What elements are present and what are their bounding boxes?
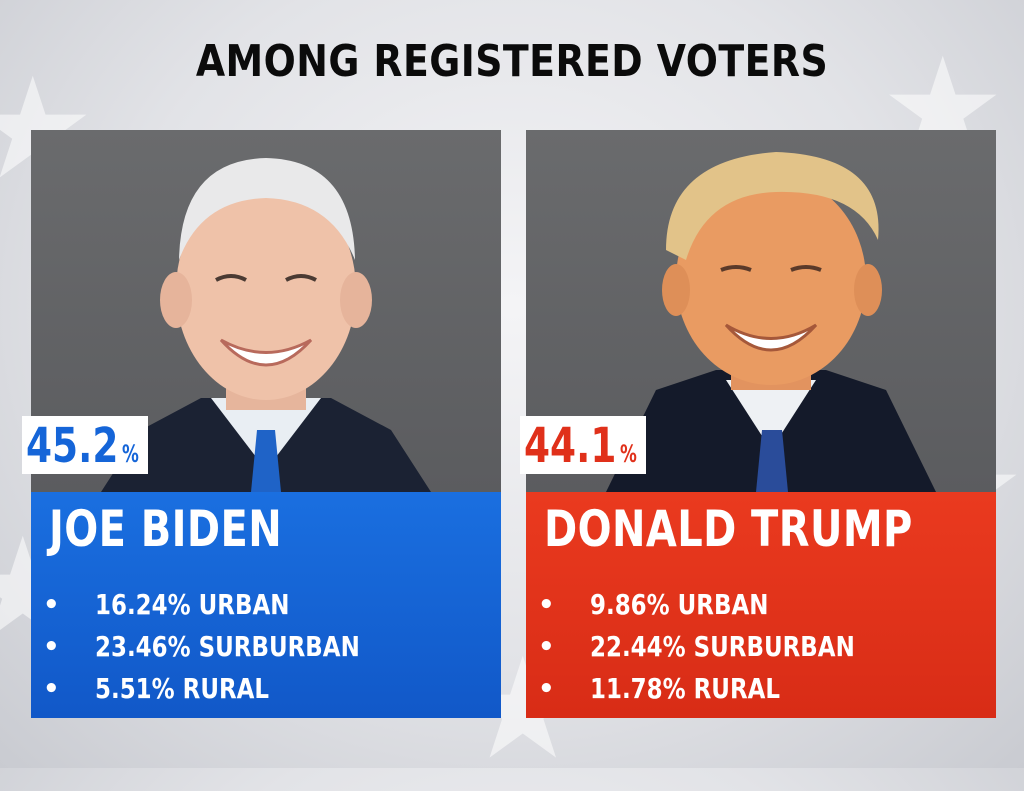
- stat-urban: 16.24% URBAN: [95, 588, 290, 621]
- stats-list: • 9.86% URBAN • 22.44% SURBURBAN • 11.78…: [526, 584, 996, 710]
- percent-sign: %: [620, 440, 638, 468]
- candidate-photo: [31, 130, 501, 492]
- bullet-icon: •: [43, 632, 60, 662]
- stat-suburban: 23.46% SURBURBAN: [95, 630, 360, 663]
- bullet-icon: •: [43, 674, 60, 704]
- list-item: • 23.46% SURBURBAN: [31, 626, 501, 668]
- bullet-icon: •: [538, 674, 555, 704]
- candidate-name-box: JOE BIDEN • 16.24% URBAN • 23.46% SURBUR…: [31, 492, 501, 718]
- percent-value: 44.1: [524, 418, 617, 474]
- stats-list: • 16.24% URBAN • 23.46% SURBURBAN • 5.51…: [31, 584, 501, 710]
- list-item: • 16.24% URBAN: [31, 584, 501, 626]
- percent-sign: %: [122, 440, 140, 468]
- list-item: • 5.51% RURAL: [31, 668, 501, 710]
- candidate-panel-biden: JOE BIDEN • 16.24% URBAN • 23.46% SURBUR…: [31, 130, 501, 718]
- percent-badge: 44.1 %: [520, 416, 647, 474]
- stat-rural: 5.51% RURAL: [95, 672, 270, 705]
- candidate-name: JOE BIDEN: [49, 500, 283, 558]
- candidate-name: DONALD TRUMP: [544, 500, 913, 558]
- list-item: • 11.78% RURAL: [526, 668, 996, 710]
- page-title: AMONG REGISTERED VOTERS: [195, 36, 829, 87]
- list-item: • 22.44% SURBURBAN: [526, 626, 996, 668]
- bullet-icon: •: [43, 590, 60, 620]
- list-item: • 9.86% URBAN: [526, 584, 996, 626]
- portrait-photo-icon: [606, 152, 936, 492]
- percent-badge: 45.2 %: [22, 416, 149, 474]
- bullet-icon: •: [538, 632, 555, 662]
- candidate-photo: [526, 130, 996, 492]
- stat-urban: 9.86% URBAN: [590, 588, 769, 621]
- percent-value: 45.2: [26, 418, 119, 474]
- portrait-photo-icon: [101, 158, 431, 492]
- stat-rural: 11.78% RURAL: [590, 672, 781, 705]
- candidate-name-box: DONALD TRUMP • 9.86% URBAN • 22.44% SURB…: [526, 492, 996, 718]
- bullet-icon: •: [538, 590, 555, 620]
- stat-suburban: 22.44% SURBURBAN: [590, 630, 855, 663]
